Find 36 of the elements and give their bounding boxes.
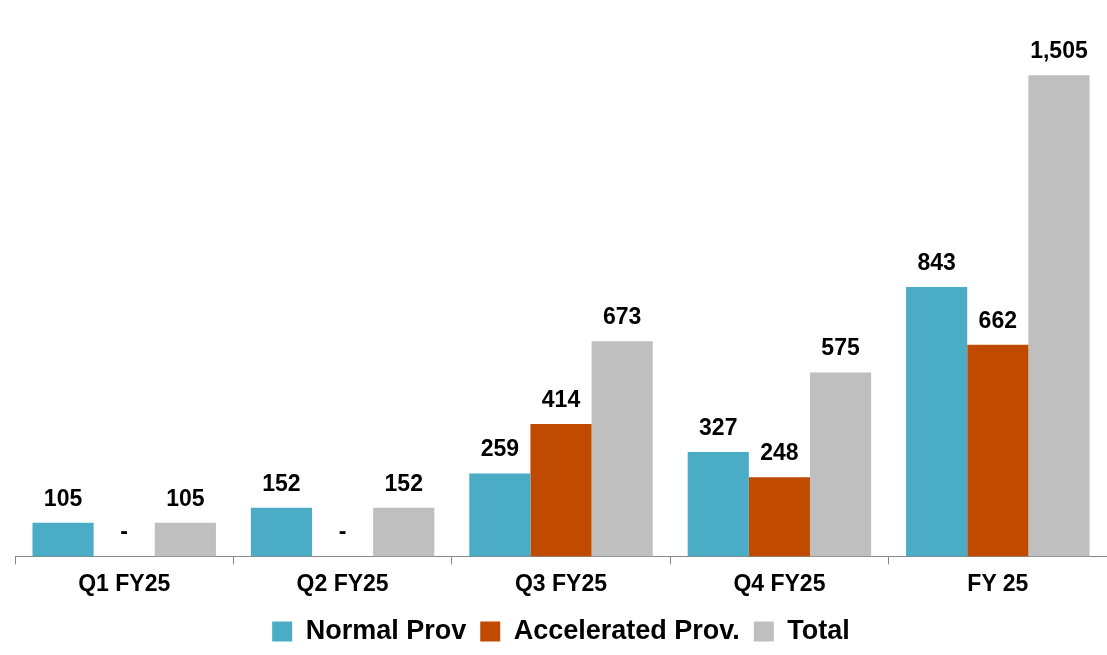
bar [748, 477, 810, 557]
data-label: 152 [384, 469, 423, 496]
data-label: 152 [262, 469, 301, 496]
data-label: 575 [821, 334, 860, 361]
x-tick-label: Q4 FY25 [733, 569, 826, 596]
x-tick-label: FY 25 [967, 569, 1029, 596]
data-label: 673 [602, 303, 642, 330]
bar [250, 507, 313, 557]
legend-label: Total [787, 614, 850, 645]
x-tick-label: Q2 FY25 [296, 569, 389, 596]
data-label: 843 [917, 248, 956, 275]
bar [32, 522, 94, 557]
data-label: 662 [978, 306, 1017, 333]
bar [469, 473, 531, 557]
bar [591, 341, 653, 557]
data-label: 1,505 [1030, 37, 1088, 64]
data-label: 105 [166, 484, 205, 511]
data-label: 105 [43, 484, 83, 511]
bar [154, 522, 216, 557]
data-label: 414 [541, 385, 581, 412]
bar [906, 286, 968, 557]
bar [373, 507, 435, 557]
data-label: - [120, 518, 129, 545]
x-tick-label: Q3 FY25 [514, 569, 608, 596]
bar [530, 424, 592, 557]
bar [687, 451, 749, 557]
data-label: 248 [760, 438, 799, 465]
data-label: 327 [699, 413, 738, 440]
bar [809, 372, 872, 557]
legend-label: Normal Prov [305, 614, 467, 645]
bar [967, 344, 1029, 557]
bar [1028, 75, 1090, 557]
x-tick-label: Q1 FY25 [78, 569, 171, 596]
data-label: 259 [480, 435, 520, 462]
data-label: - [338, 518, 347, 545]
legend-label: Accelerated Prov. [513, 614, 740, 645]
